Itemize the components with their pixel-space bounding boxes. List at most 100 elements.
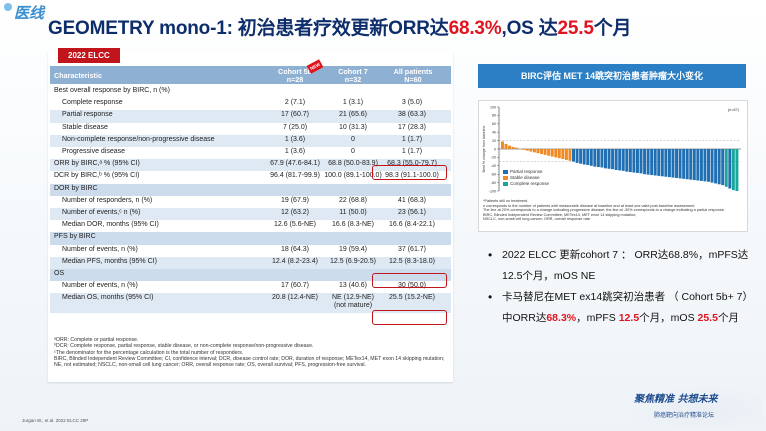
y-tick-label: 60 <box>492 122 496 126</box>
y-tick-label: -20 <box>491 156 496 160</box>
table-footnotes: ᵃORR: Complete or partial response. ᵇDCR… <box>54 337 445 369</box>
all-patients-value: 38 (63.3) <box>397 111 427 119</box>
all-patients-value: 68.3 (55.0-79.7) <box>387 160 437 168</box>
title-orr: 68.3% <box>448 18 502 39</box>
waterfall-bar <box>550 149 554 157</box>
cohort7-value: 1 (3.1) <box>342 99 364 107</box>
waterfall-bar <box>717 149 721 185</box>
y-tick-label: -40 <box>491 164 496 168</box>
brand-name: 肺癌靶向治疗精准论坛 <box>654 413 715 419</box>
orr-highlight-box <box>372 165 447 180</box>
cohort7-value: 11 (50.0) <box>339 209 367 216</box>
waterfall-bar <box>710 149 714 183</box>
waterfall-bar <box>643 149 647 175</box>
table-row: DCR by BIRC,ᵇ % (95% CI) 96.4 (81.7-99.9)… <box>50 171 451 183</box>
waterfall-bar <box>593 149 597 167</box>
waterfall-bar <box>628 149 632 173</box>
waterfall-bar <box>575 149 579 163</box>
all-patients-value: 41 (68.3) <box>397 196 427 204</box>
waterfall-bar <box>714 149 718 184</box>
cohort5b-value: 20.8 (12.4-NE) <box>272 294 318 302</box>
birc-title: BIRC评估 MET 14跳突初治患者肿瘤大小变化 <box>478 64 746 88</box>
waterfall-bar <box>508 145 512 149</box>
waterfall-bar <box>564 149 568 160</box>
legend-label: Partial response <box>510 169 543 174</box>
cohort5b-value: 1 (3.6) <box>284 135 306 143</box>
waterfall-bar <box>664 149 668 177</box>
all-patients-value: 37 (61.7) <box>397 245 427 253</box>
table-row: Partial response 17 (60.7) 21 (65.6) 38 (63… <box>50 110 451 123</box>
table-row: Number of events,ᶜ n (%) 12 (63.2) 11 (50.… <box>50 208 451 221</box>
title-part2: ,OS 达 <box>501 18 558 39</box>
waterfall-bar <box>532 149 536 153</box>
brand-slogan: 聚焦精准 共想未来 <box>634 394 718 405</box>
waterfall-bar <box>501 141 504 149</box>
bullet2-part3: 个月，mOS <box>639 312 698 324</box>
waterfall-bar <box>707 149 710 182</box>
row-label: Number of events, n (%) <box>62 282 138 290</box>
header-cohort-7: Cohort 7 n=32 <box>338 67 368 84</box>
legend-swatch <box>503 175 508 180</box>
row-label: DCR by BIRC,ᵇ % (95% CI) <box>54 172 140 180</box>
cohort7-value: NE (12.9-NE) (not mature) <box>331 294 374 309</box>
row-label: OS <box>54 270 65 277</box>
waterfall-bar <box>671 149 675 178</box>
cohort7-value: 16.6 (8.3-NE) <box>331 221 375 229</box>
waterfall-bar <box>596 149 600 168</box>
row-label: Partial response <box>62 111 113 119</box>
table-row: Stable disease 7 (25.0) 10 (31.3) 17 (28.3) <box>50 123 451 135</box>
cohort5b-value: 12.6 (5.6-NE) <box>273 221 317 229</box>
y-tick-label: -60 <box>491 173 496 177</box>
waterfall-bar <box>721 149 725 186</box>
logo-dot-icon <box>4 3 12 11</box>
waterfall-bar <box>678 149 682 179</box>
legend-label: Complete response <box>510 181 550 186</box>
header-cohort-5b: Cohort 5b n=28 <box>278 67 312 84</box>
waterfall-bar <box>511 146 515 149</box>
waterfall-bar <box>703 149 707 182</box>
row-label: Median OS, months (95% CI) <box>62 294 154 302</box>
bullet2-part2: ，mPFS <box>576 312 619 324</box>
waterfall-bar <box>731 149 735 191</box>
waterfall-bar <box>614 149 618 170</box>
cohort7-value: 21 (65.6) <box>338 111 368 119</box>
waterfall-bar <box>675 149 679 178</box>
waterfall-bar <box>632 149 636 173</box>
waterfall-bar <box>657 149 661 176</box>
y-tick-label: -100 <box>489 189 496 193</box>
bullet2-part1: 卡马替尼在MET ex14跳突初治患者 （ Cohort 5b+ 7）中ORR达 <box>502 291 753 324</box>
bullet2-orr: 68.3% <box>546 312 577 324</box>
n-label: (n=67) <box>728 108 740 112</box>
cohort7-value: 22 (68.8) <box>338 196 368 204</box>
table-row: Number of responders, n (%) 19 (67.9) 22 (… <box>50 196 451 208</box>
y-axis-label: Best % change from baseline <box>482 126 486 173</box>
table-row: Complete response 2 (7.1) 1 (3.1) 3 (5.0) <box>50 98 451 110</box>
waterfall-bar <box>667 149 671 178</box>
chart-notes: *Patients still on treatment. n correspo… <box>483 199 725 222</box>
cohort5b-value: 67.9 (47.6-84.1) <box>270 160 320 168</box>
pfs-highlight-box <box>372 273 447 288</box>
waterfall-bar <box>525 149 529 151</box>
all-patients-value: 16.6 (8.4-22.1) <box>389 221 435 229</box>
header-all-patients: All patients N=60 <box>393 67 433 84</box>
all-patients-value: 17 (28.3) <box>397 123 427 131</box>
waterfall-bar <box>515 147 519 149</box>
waterfall-bar <box>692 149 696 181</box>
waterfall-bar <box>529 149 533 152</box>
waterfall-bar <box>589 149 593 166</box>
cohort7-value: 10 (31.3) <box>338 123 368 131</box>
waterfall-bar <box>635 149 639 173</box>
os-highlight-box <box>372 310 447 325</box>
row-label: Number of events, n (%) <box>62 245 138 253</box>
y-tick-label: -80 <box>491 181 496 185</box>
waterfall-chart: 100 80 60 40 20 0 -20 -40 -60 -80 -100 Best % chang… <box>482 105 741 193</box>
waterfall-bar <box>611 149 615 170</box>
row-label: DOR by BIRC <box>54 184 98 192</box>
waterfall-bar <box>621 149 625 171</box>
cohort7-value: 0 <box>351 135 355 143</box>
all-patients-value: 1 (1.7) <box>401 148 423 155</box>
cohort7-value: 68.8 (50.0-83.9) <box>328 160 378 168</box>
waterfall-bar <box>653 149 657 176</box>
table-row: ORR by BIRC,ᵃ % (95% CI) 67.9 (47.6-84.1)… <box>50 159 451 172</box>
legend-item: Partial response <box>503 169 543 174</box>
